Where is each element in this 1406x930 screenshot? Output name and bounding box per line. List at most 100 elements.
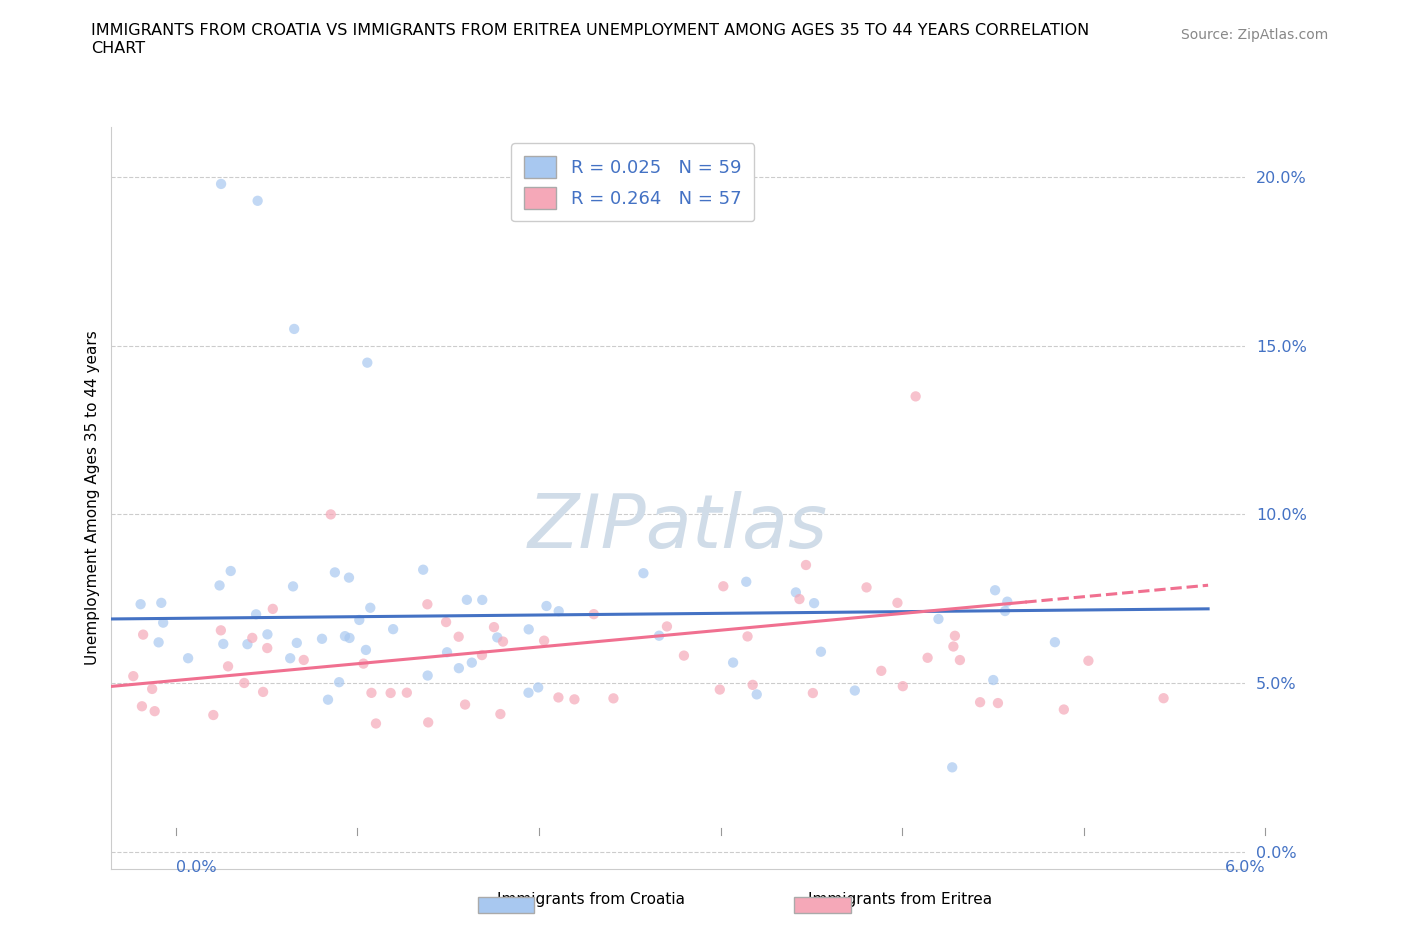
- Point: [416, 597, 439, 612]
- Point: [482, 619, 505, 634]
- Point: [349, 613, 371, 628]
- Point: [927, 612, 949, 627]
- Point: [240, 631, 263, 645]
- Point: [246, 193, 269, 208]
- Point: [855, 580, 877, 595]
- Point: [447, 630, 470, 644]
- Point: [789, 591, 811, 606]
- Point: [285, 635, 308, 650]
- Point: [209, 177, 232, 192]
- Point: [1043, 635, 1066, 650]
- Point: [364, 716, 387, 731]
- Point: [803, 596, 825, 611]
- Point: [256, 641, 278, 656]
- Point: [447, 660, 470, 675]
- Point: [202, 708, 225, 723]
- Point: [943, 629, 966, 644]
- Point: [486, 630, 509, 644]
- Point: [323, 565, 346, 579]
- Point: [471, 592, 494, 607]
- Text: IMMIGRANTS FROM CROATIA VS IMMIGRANTS FROM ERITREA UNEMPLOYMENT AMONG AGES 35 TO: IMMIGRANTS FROM CROATIA VS IMMIGRANTS FR…: [91, 23, 1090, 56]
- Point: [209, 623, 232, 638]
- Point: [745, 687, 768, 702]
- Point: [886, 595, 908, 610]
- Point: [471, 647, 494, 662]
- Point: [461, 656, 484, 671]
- Point: [844, 684, 866, 698]
- Point: [177, 651, 200, 666]
- Point: [672, 648, 695, 663]
- Point: [981, 672, 1004, 687]
- Point: [547, 604, 569, 618]
- Point: [148, 635, 170, 650]
- Point: [1077, 654, 1099, 669]
- Point: [489, 707, 512, 722]
- Point: [328, 675, 350, 690]
- Point: [891, 679, 914, 694]
- Point: [434, 615, 457, 630]
- Point: [380, 685, 402, 700]
- Point: [316, 692, 339, 707]
- Point: [129, 597, 152, 612]
- Point: [547, 690, 569, 705]
- Point: [564, 692, 586, 707]
- Point: [319, 507, 342, 522]
- Point: [262, 602, 284, 617]
- Y-axis label: Unemployment Among Ages 35 to 44 years: Unemployment Among Ages 35 to 44 years: [86, 330, 100, 665]
- Point: [131, 698, 153, 713]
- Point: [456, 592, 478, 607]
- Point: [436, 644, 458, 659]
- Point: [533, 633, 555, 648]
- Point: [333, 629, 356, 644]
- Point: [278, 651, 301, 666]
- Point: [219, 564, 242, 578]
- Point: [252, 684, 274, 699]
- Point: [709, 682, 731, 697]
- Point: [917, 650, 939, 665]
- Point: [602, 691, 624, 706]
- Point: [735, 575, 758, 590]
- Point: [810, 644, 832, 659]
- Point: [212, 636, 235, 651]
- Point: [1153, 691, 1175, 706]
- Text: 0.0%: 0.0%: [176, 860, 217, 875]
- Point: [492, 634, 515, 649]
- Point: [152, 616, 174, 631]
- Point: [648, 629, 671, 644]
- Point: [132, 627, 155, 642]
- Point: [122, 669, 145, 684]
- Point: [969, 695, 991, 710]
- Point: [801, 685, 824, 700]
- Point: [984, 583, 1007, 598]
- Point: [994, 604, 1017, 618]
- Text: ZIPatlas: ZIPatlas: [529, 491, 828, 564]
- Point: [311, 631, 333, 646]
- Point: [141, 682, 163, 697]
- Point: [353, 657, 375, 671]
- Point: [281, 579, 304, 594]
- Point: [395, 685, 418, 700]
- Point: [208, 578, 231, 593]
- Point: [904, 389, 927, 404]
- Point: [245, 607, 267, 622]
- Point: [143, 704, 166, 719]
- Point: [292, 653, 315, 668]
- Point: [995, 594, 1018, 609]
- Point: [785, 585, 807, 600]
- Point: [150, 595, 173, 610]
- Point: [527, 680, 550, 695]
- Point: [655, 619, 678, 634]
- Point: [721, 655, 744, 670]
- Point: [354, 643, 377, 658]
- Point: [356, 355, 378, 370]
- Point: [416, 668, 439, 683]
- Text: Immigrants from Croatia: Immigrants from Croatia: [496, 892, 685, 907]
- Point: [517, 622, 540, 637]
- Point: [633, 565, 655, 580]
- Point: [1053, 702, 1076, 717]
- Point: [283, 322, 305, 337]
- Point: [233, 675, 256, 690]
- Point: [741, 677, 763, 692]
- Point: [382, 622, 405, 637]
- Point: [582, 606, 605, 621]
